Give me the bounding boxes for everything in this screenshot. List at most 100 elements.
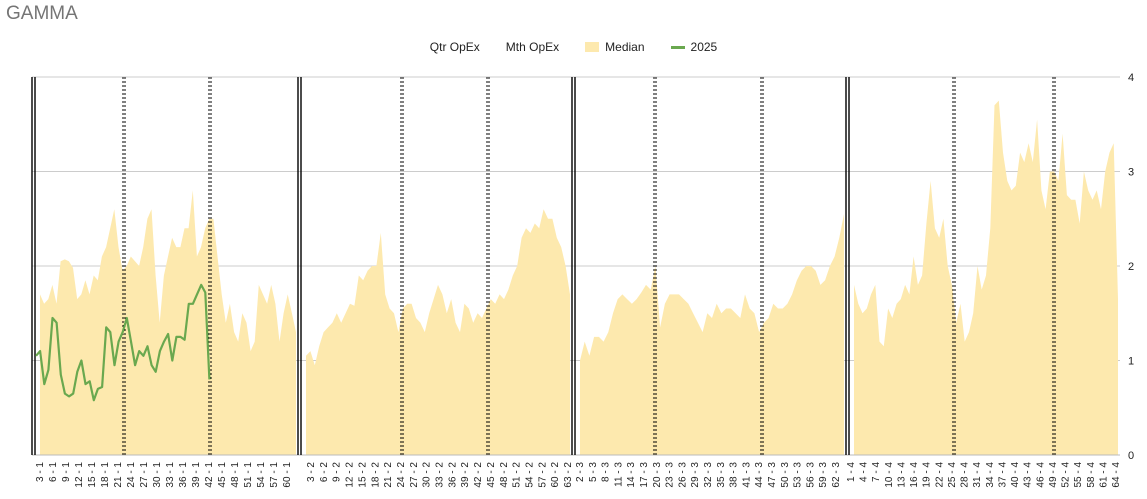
x-tick-label: 17 - 3 (639, 462, 650, 488)
x-tick-label: 12 - 2 (345, 462, 356, 488)
x-tick-label: 57 - 1 (269, 462, 280, 488)
x-tick-label: 33 - 1 (165, 462, 176, 488)
x-tick-label: 55 - 4 (1073, 462, 1084, 488)
x-tick-label: 54 - 1 (256, 462, 267, 488)
x-tick-label: 48 - 2 (499, 462, 510, 488)
y-tick-label: 2 (1128, 261, 1134, 273)
y-tick-label: 3 (1128, 167, 1134, 179)
x-tick-label: 12 - 1 (74, 462, 85, 488)
x-tick-label: 63 - 2 (563, 462, 574, 488)
x-tick-label: 3 - 1 (35, 462, 46, 482)
x-tick-label: 14 - 3 (626, 462, 637, 488)
x-tick-label: 29 - 3 (690, 462, 701, 488)
x-tick-label: 39 - 2 (460, 462, 471, 488)
y-tick-label: 1 (1128, 356, 1134, 368)
x-tick-label: 30 - 1 (152, 462, 163, 488)
x-tick-label: 5 - 3 (588, 462, 599, 482)
x-tick-label: 52 - 4 (1061, 462, 1072, 488)
legend-label: Qtr OpEx (429, 40, 480, 54)
x-tick-label: 33 - 2 (435, 462, 446, 488)
x-tick-label: 1 - 4 (846, 462, 857, 482)
median-area (40, 190, 296, 455)
x-tick-label: 19 - 4 (922, 462, 933, 488)
x-tick-label: 37 - 4 (997, 462, 1008, 488)
x-tick-label: 8 - 3 (601, 462, 612, 482)
median-area (580, 214, 844, 455)
x-tick-label: 38 - 3 (729, 462, 740, 488)
x-tick-label: 16 - 4 (909, 462, 920, 488)
x-tick-label: 13 - 4 (897, 462, 908, 488)
legend-item-mth-opex[interactable]: Mth OpEx (506, 40, 559, 54)
x-tick-label: 3 - 2 (306, 462, 317, 482)
y-tick-label: 0 (1128, 450, 1134, 462)
median-area (854, 100, 1118, 455)
x-tick-label: 60 - 2 (550, 462, 561, 488)
x-tick-label: 46 - 4 (1035, 462, 1046, 488)
chart-title: GAMMA (6, 3, 78, 24)
median-area (306, 209, 570, 455)
legend: Qtr OpEx Mth OpEx Median 2025 (0, 40, 1147, 54)
x-tick-label: 15 - 2 (357, 462, 368, 488)
x-tick-label: 47 - 3 (767, 462, 778, 488)
x-tick-label: 30 - 2 (422, 462, 433, 488)
x-tick-label: 59 - 3 (818, 462, 829, 488)
x-tick-label: 43 - 4 (1023, 462, 1034, 488)
legend-item-2025[interactable]: 2025 (670, 40, 718, 54)
legend-swatch-median (585, 42, 600, 52)
x-tick-label: 45 - 1 (217, 462, 228, 488)
legend-item-qtr-opex[interactable]: Qtr OpEx (430, 40, 480, 54)
x-tick-label: 34 - 4 (985, 462, 996, 488)
x-tick-label: 21 - 1 (113, 462, 124, 488)
x-tick-label: 42 - 2 (473, 462, 484, 488)
x-tick-label: 61 - 4 (1098, 462, 1109, 488)
x-tick-label: 42 - 1 (204, 462, 215, 488)
series-2025-line (35, 283, 211, 402)
x-tick-label: 45 - 2 (486, 462, 497, 488)
x-tick-label: 6 - 1 (48, 462, 59, 482)
x-tick-label: 60 - 1 (282, 462, 293, 488)
x-tick-label: 21 - 2 (383, 462, 394, 488)
y-tick-label: 4 (1128, 72, 1134, 84)
x-tick-label: 22 - 4 (934, 462, 945, 488)
legend-label: Median (605, 40, 645, 54)
x-tick-label: 18 - 2 (370, 462, 381, 488)
x-tick-label: 40 - 4 (1010, 462, 1021, 488)
x-tick-label: 44 - 3 (754, 462, 765, 488)
x-tick-label: 27 - 2 (409, 462, 420, 488)
x-tick-label: 24 - 1 (126, 462, 137, 488)
legend-label: 2025 (690, 40, 718, 54)
x-tick-label: 2 - 3 (575, 462, 586, 482)
legend-item-median[interactable]: Median (585, 40, 645, 54)
x-tick-label: 9 - 2 (332, 462, 343, 482)
legend-swatch-2025 (670, 45, 685, 49)
x-tick-label: 32 - 3 (703, 462, 714, 488)
x-tick-label: 54 - 2 (525, 462, 536, 488)
x-tick-label: 10 - 4 (884, 462, 895, 488)
x-tick-label: 64 - 4 (1111, 462, 1122, 488)
x-tick-label: 28 - 4 (960, 462, 971, 488)
x-tick-label: 51 - 1 (243, 462, 254, 488)
x-tick-label: 57 - 2 (537, 462, 548, 488)
x-tick-label: 24 - 2 (396, 462, 407, 488)
x-tick-label: 48 - 1 (230, 462, 241, 488)
x-tick-label: 15 - 1 (87, 462, 98, 488)
x-tick-label: 35 - 3 (716, 462, 727, 488)
x-tick-label: 31 - 4 (972, 462, 983, 488)
x-tick-label: 41 - 3 (741, 462, 752, 488)
x-tick-label: 25 - 4 (947, 462, 958, 488)
x-tick-label: 18 - 1 (100, 462, 111, 488)
x-tick-label: 27 - 1 (139, 462, 150, 488)
x-tick-label: 49 - 4 (1048, 462, 1059, 488)
legend-label: Mth OpEx (505, 40, 560, 54)
x-tick-label: 9 - 1 (61, 462, 72, 482)
x-tick-label: 56 - 3 (805, 462, 816, 488)
x-tick-label: 20 - 3 (652, 462, 663, 488)
x-tick-label: 23 - 3 (665, 462, 676, 488)
x-tick-label: 39 - 1 (191, 462, 202, 488)
x-tick-label: 36 - 1 (178, 462, 189, 488)
x-tick-label: 6 - 2 (319, 462, 330, 482)
x-tick-label: 11 - 3 (613, 462, 624, 487)
x-tick-label: 51 - 2 (512, 462, 523, 488)
x-tick-label: 4 - 4 (859, 462, 870, 482)
